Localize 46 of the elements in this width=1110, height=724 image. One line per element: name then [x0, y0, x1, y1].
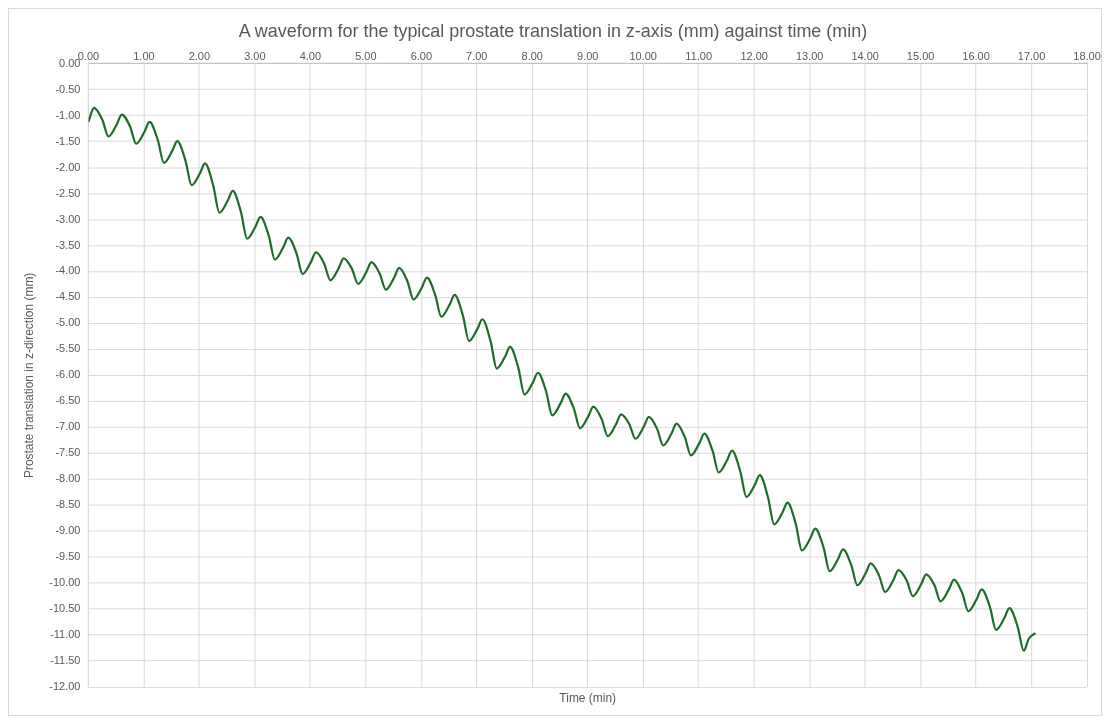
y-tick-label: -5.50	[55, 342, 81, 355]
y-tick-label: -0.50	[55, 82, 81, 95]
y-tick-label: -10.50	[49, 602, 81, 615]
y-tick-label: -7.50	[55, 446, 81, 459]
x-tick-label: 7.00	[466, 50, 488, 63]
y-tick-label: -4.50	[55, 290, 81, 303]
y-tick-label: -8.00	[55, 472, 81, 485]
x-tick-label: 3.00	[244, 50, 266, 63]
x-tick-label: 8.00	[521, 50, 543, 63]
y-tick-label: -6.00	[55, 368, 81, 381]
chart-title: A waveform for the typical prostate translation in z-axis (mm) against time (min)	[238, 20, 868, 41]
y-tick-label: -1.50	[55, 134, 81, 147]
y-tick-label: -1.00	[55, 108, 81, 121]
x-tick-label: 1.00	[133, 50, 155, 63]
x-tick-label: 10.00	[629, 50, 657, 63]
y-tick-label: -3.00	[55, 212, 81, 225]
x-tick-label: 14.00	[851, 50, 879, 63]
y-tick-label: -2.00	[55, 160, 81, 173]
x-tick-label: 15.00	[906, 50, 935, 63]
x-tick-label: 18.00	[1073, 50, 1101, 63]
x-tick-label: 4.00	[299, 50, 322, 63]
y-tick-label: -2.50	[55, 186, 81, 199]
y-tick-label: -4.00	[55, 264, 81, 277]
y-tick-label: -3.50	[55, 238, 81, 251]
y-axis-title: Prostate translation in z-direction (mm)	[22, 272, 37, 479]
x-tick-label: 16.00	[962, 50, 990, 63]
x-tick-label: 11.00	[685, 50, 713, 63]
y-tick-label: -9.00	[55, 524, 81, 537]
y-tick-label: -6.50	[55, 394, 81, 407]
y-tick-label: -9.50	[55, 550, 81, 563]
x-tick-label: 9.00	[577, 50, 599, 63]
y-tick-label: -11.50	[50, 654, 81, 667]
y-tick-label: -11.00	[50, 628, 81, 641]
y-tick-label: -12.00	[49, 680, 81, 693]
line-series	[88, 106, 1037, 652]
y-tick-label: -8.50	[55, 498, 81, 511]
x-tick-label: 2.00	[188, 50, 211, 63]
x-tick-label: 12.00	[740, 50, 768, 63]
x-tick-label: 6.00	[410, 50, 432, 63]
x-tick-label: 13.00	[795, 50, 824, 63]
x-tick-label: 17.00	[1017, 50, 1046, 63]
x-axis-title: Time (min)	[559, 691, 617, 706]
y-tick-label: -7.00	[55, 420, 81, 433]
y-tick-label: -5.00	[55, 316, 81, 329]
y-tick-label: -10.00	[49, 576, 81, 589]
x-tick-label: 5.00	[355, 50, 377, 63]
